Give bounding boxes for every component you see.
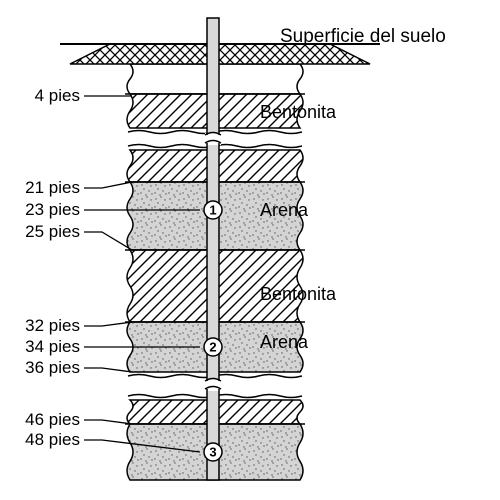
depth-label: 48 pies (25, 430, 80, 449)
layer-label: Bentonita (260, 102, 337, 122)
leader-line (84, 232, 132, 250)
depth-label: 32 pies (25, 316, 80, 335)
depth-label: 25 pies (25, 222, 80, 241)
layer-label: Arena (260, 200, 309, 220)
pipe-marker-number: 3 (209, 445, 216, 460)
pipe-marker-2: 2 (204, 338, 222, 356)
leader-line (84, 322, 132, 326)
layer-label: Bentonita (260, 284, 337, 304)
pipe-marker-1: 1 (204, 201, 222, 219)
ground-label: Superficie del suelo (280, 26, 446, 47)
pipe-marker-number: 1 (209, 203, 216, 218)
depth-label: 23 pies (25, 200, 80, 219)
depth-label: 4 pies (35, 86, 80, 105)
layer-label: Arena (260, 332, 309, 352)
leader-line (84, 368, 132, 372)
ground-surface (60, 44, 380, 64)
depth-label: 36 pies (25, 358, 80, 377)
well-pipe (205, 18, 221, 480)
leader-line (84, 182, 132, 188)
depth-label: 21 pies (25, 178, 80, 197)
leader-line (84, 420, 132, 424)
pipe-marker-3: 3 (204, 443, 222, 461)
pipe-marker-number: 2 (209, 340, 216, 355)
depth-label: 34 pies (25, 337, 80, 356)
depth-label: 46 pies (25, 410, 80, 429)
